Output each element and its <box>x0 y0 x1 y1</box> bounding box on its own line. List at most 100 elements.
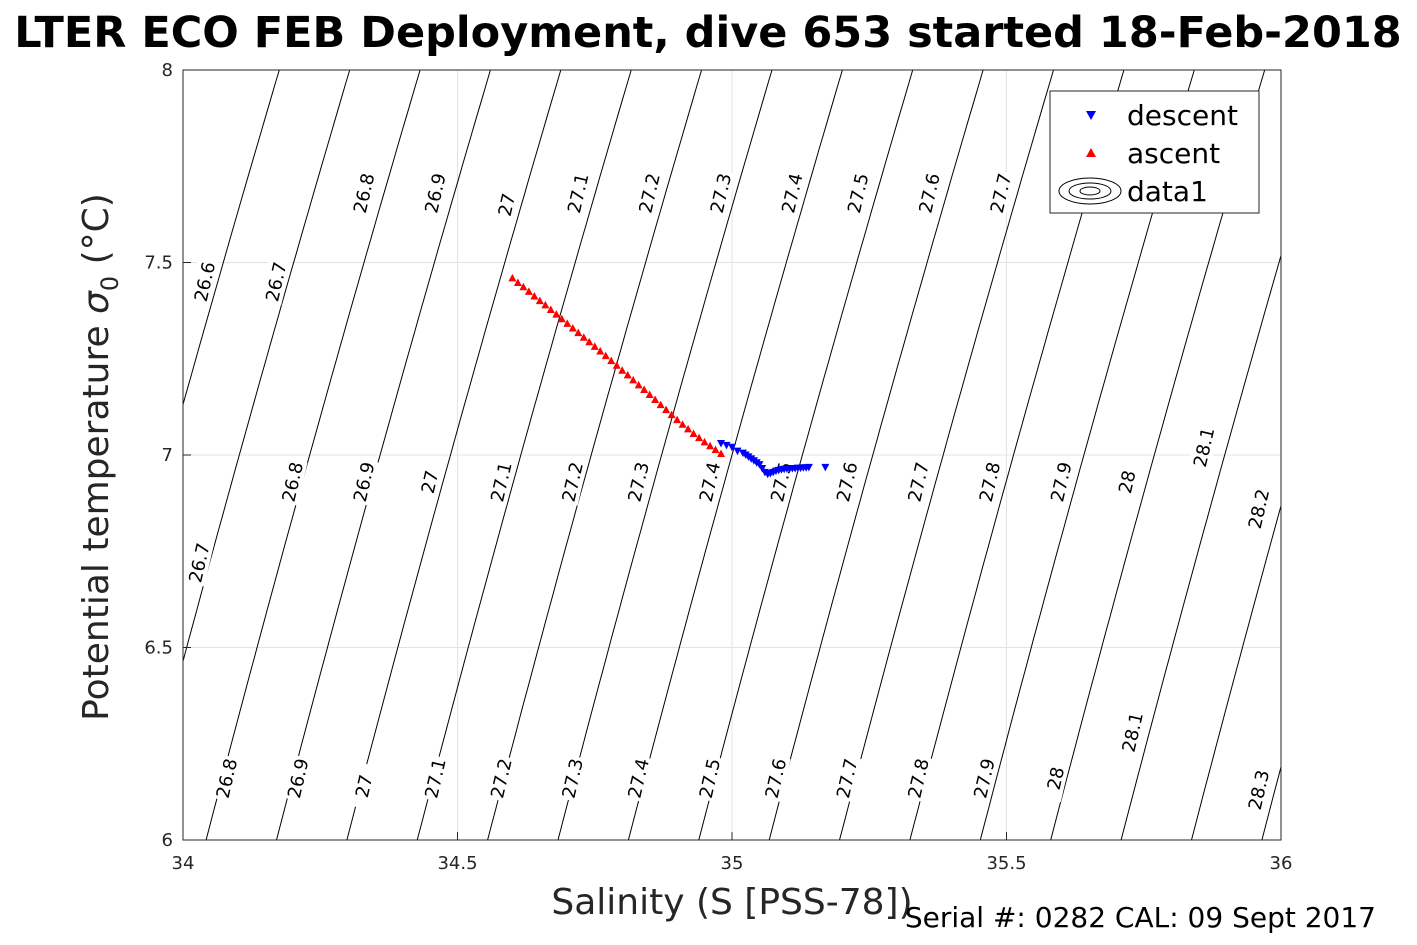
ascent-point <box>711 445 720 454</box>
x-tick-label: 34 <box>172 853 195 874</box>
y-tick-label: 6 <box>162 830 173 851</box>
ascent-point <box>513 278 522 287</box>
ascent-point <box>590 342 599 350</box>
ascent-point <box>651 395 660 404</box>
isopycnal-line <box>627 70 843 840</box>
x-tick-label: 35 <box>721 853 744 874</box>
contour-label-mask <box>830 457 862 506</box>
ascent-point <box>508 273 517 282</box>
contour-label: 27 <box>352 773 378 800</box>
contour-label-mask <box>1187 423 1219 471</box>
y-tick-label: 7 <box>162 445 173 466</box>
contour-label-mask <box>693 754 725 803</box>
ascent-series <box>508 273 726 457</box>
contour-label-mask <box>830 754 862 803</box>
ascent-point <box>629 375 638 384</box>
isopycnal-line <box>1120 253 1281 840</box>
contour-label-mask <box>704 169 736 217</box>
isopycnal-line <box>1191 503 1281 840</box>
serial-calibration-note: Serial #: 0282 CAL: 09 Sept 2017 <box>905 901 1376 934</box>
ascent-point <box>695 433 704 442</box>
y-tick-label: 6.5 <box>144 638 173 659</box>
ascent-point <box>612 361 621 369</box>
contour-label-mask <box>1044 457 1077 506</box>
contour-label-mask <box>259 257 291 306</box>
contour-label-mask <box>984 169 1016 217</box>
ascent-point <box>530 291 539 300</box>
legend-ascent-marker <box>1086 148 1096 157</box>
contour-label-mask <box>556 457 588 506</box>
descent-point <box>804 463 813 472</box>
ascent-point <box>524 287 533 295</box>
ascent-point <box>585 337 594 346</box>
contour-label-mask <box>276 457 308 506</box>
isopycnal-line <box>183 70 351 664</box>
descent-point <box>821 463 830 472</box>
legend: descent ascent data1 <box>1049 90 1260 214</box>
y-axis-ticks: 6 6.5 7 7.5 8 <box>144 60 191 851</box>
descent-point <box>722 441 731 450</box>
contour-label-mask <box>490 180 522 229</box>
descent-point <box>733 447 742 456</box>
chart-title: LTER ECO FEB Deployment, dive 653 starte… <box>14 8 1401 58</box>
ascent-point <box>574 328 583 337</box>
descent-point <box>755 461 764 469</box>
contour-label-mask <box>759 754 791 803</box>
contour-label-mask <box>210 754 242 803</box>
contour-label-mask <box>1116 708 1148 756</box>
isopycnal-line <box>346 70 562 840</box>
contour-label: 27 <box>495 191 521 218</box>
contour-label-mask <box>347 761 379 810</box>
legend-descent-marker <box>1086 111 1096 120</box>
ascent-point <box>568 323 577 332</box>
ascent-point <box>662 405 671 414</box>
contour-label-mask <box>413 457 445 506</box>
ascent-point <box>700 437 709 446</box>
ascent-point <box>645 390 654 399</box>
contour-label-mask <box>633 169 665 217</box>
ascent-point <box>656 400 665 409</box>
isopycnal-line <box>276 70 491 840</box>
y-axis-label-subscript: 0 <box>96 276 124 291</box>
contour-label-mask <box>561 169 593 217</box>
ascent-point <box>541 300 550 309</box>
x-axis-ticks: 34 34.5 35 35.5 36 <box>172 832 1293 874</box>
ascent-point <box>607 356 616 365</box>
ascent-point <box>673 415 682 424</box>
x-tick-label: 36 <box>1270 853 1293 874</box>
x-tick-label: 35.5 <box>986 853 1026 874</box>
y-axis-label-main: Potential temperature <box>76 314 117 721</box>
contour-label-mask <box>1242 484 1274 533</box>
isopycnal-line <box>183 70 280 407</box>
contour-label-mask <box>902 457 934 506</box>
ascent-point <box>623 370 632 379</box>
contour-label-mask <box>775 169 808 217</box>
ascent-point <box>552 310 561 318</box>
ascent-point <box>717 449 726 457</box>
descent-series <box>717 439 830 479</box>
y-axis-label: Potential temperature σ0 (°C) <box>76 193 124 721</box>
descent-point <box>717 439 726 448</box>
legend-data1-contour-icon <box>1058 177 1122 205</box>
contour-label-mask <box>556 754 588 803</box>
legend-box <box>1049 90 1260 214</box>
contour-label-mask <box>418 169 451 217</box>
ascent-point <box>557 314 566 323</box>
contour-label-mask <box>967 754 1000 803</box>
contour-label-mask <box>1039 754 1071 803</box>
ascent-point <box>706 441 715 450</box>
x-axis-label: Salinity (S [PSS-78]) <box>551 882 912 923</box>
contour-label: 28 <box>1044 765 1070 792</box>
contour-label-mask <box>841 169 873 217</box>
ascent-point <box>535 296 544 305</box>
ascent-point <box>667 410 676 419</box>
isopycnal-line <box>557 70 773 840</box>
contour-label-mask <box>1110 457 1142 506</box>
contour-label-mask <box>902 754 934 803</box>
legend-data1-label: data1 <box>1127 175 1208 208</box>
ascent-point <box>634 380 643 389</box>
ascent-point <box>618 366 627 374</box>
contour-label-mask <box>622 754 654 803</box>
ascent-point <box>678 420 687 428</box>
ascent-point <box>519 282 528 291</box>
